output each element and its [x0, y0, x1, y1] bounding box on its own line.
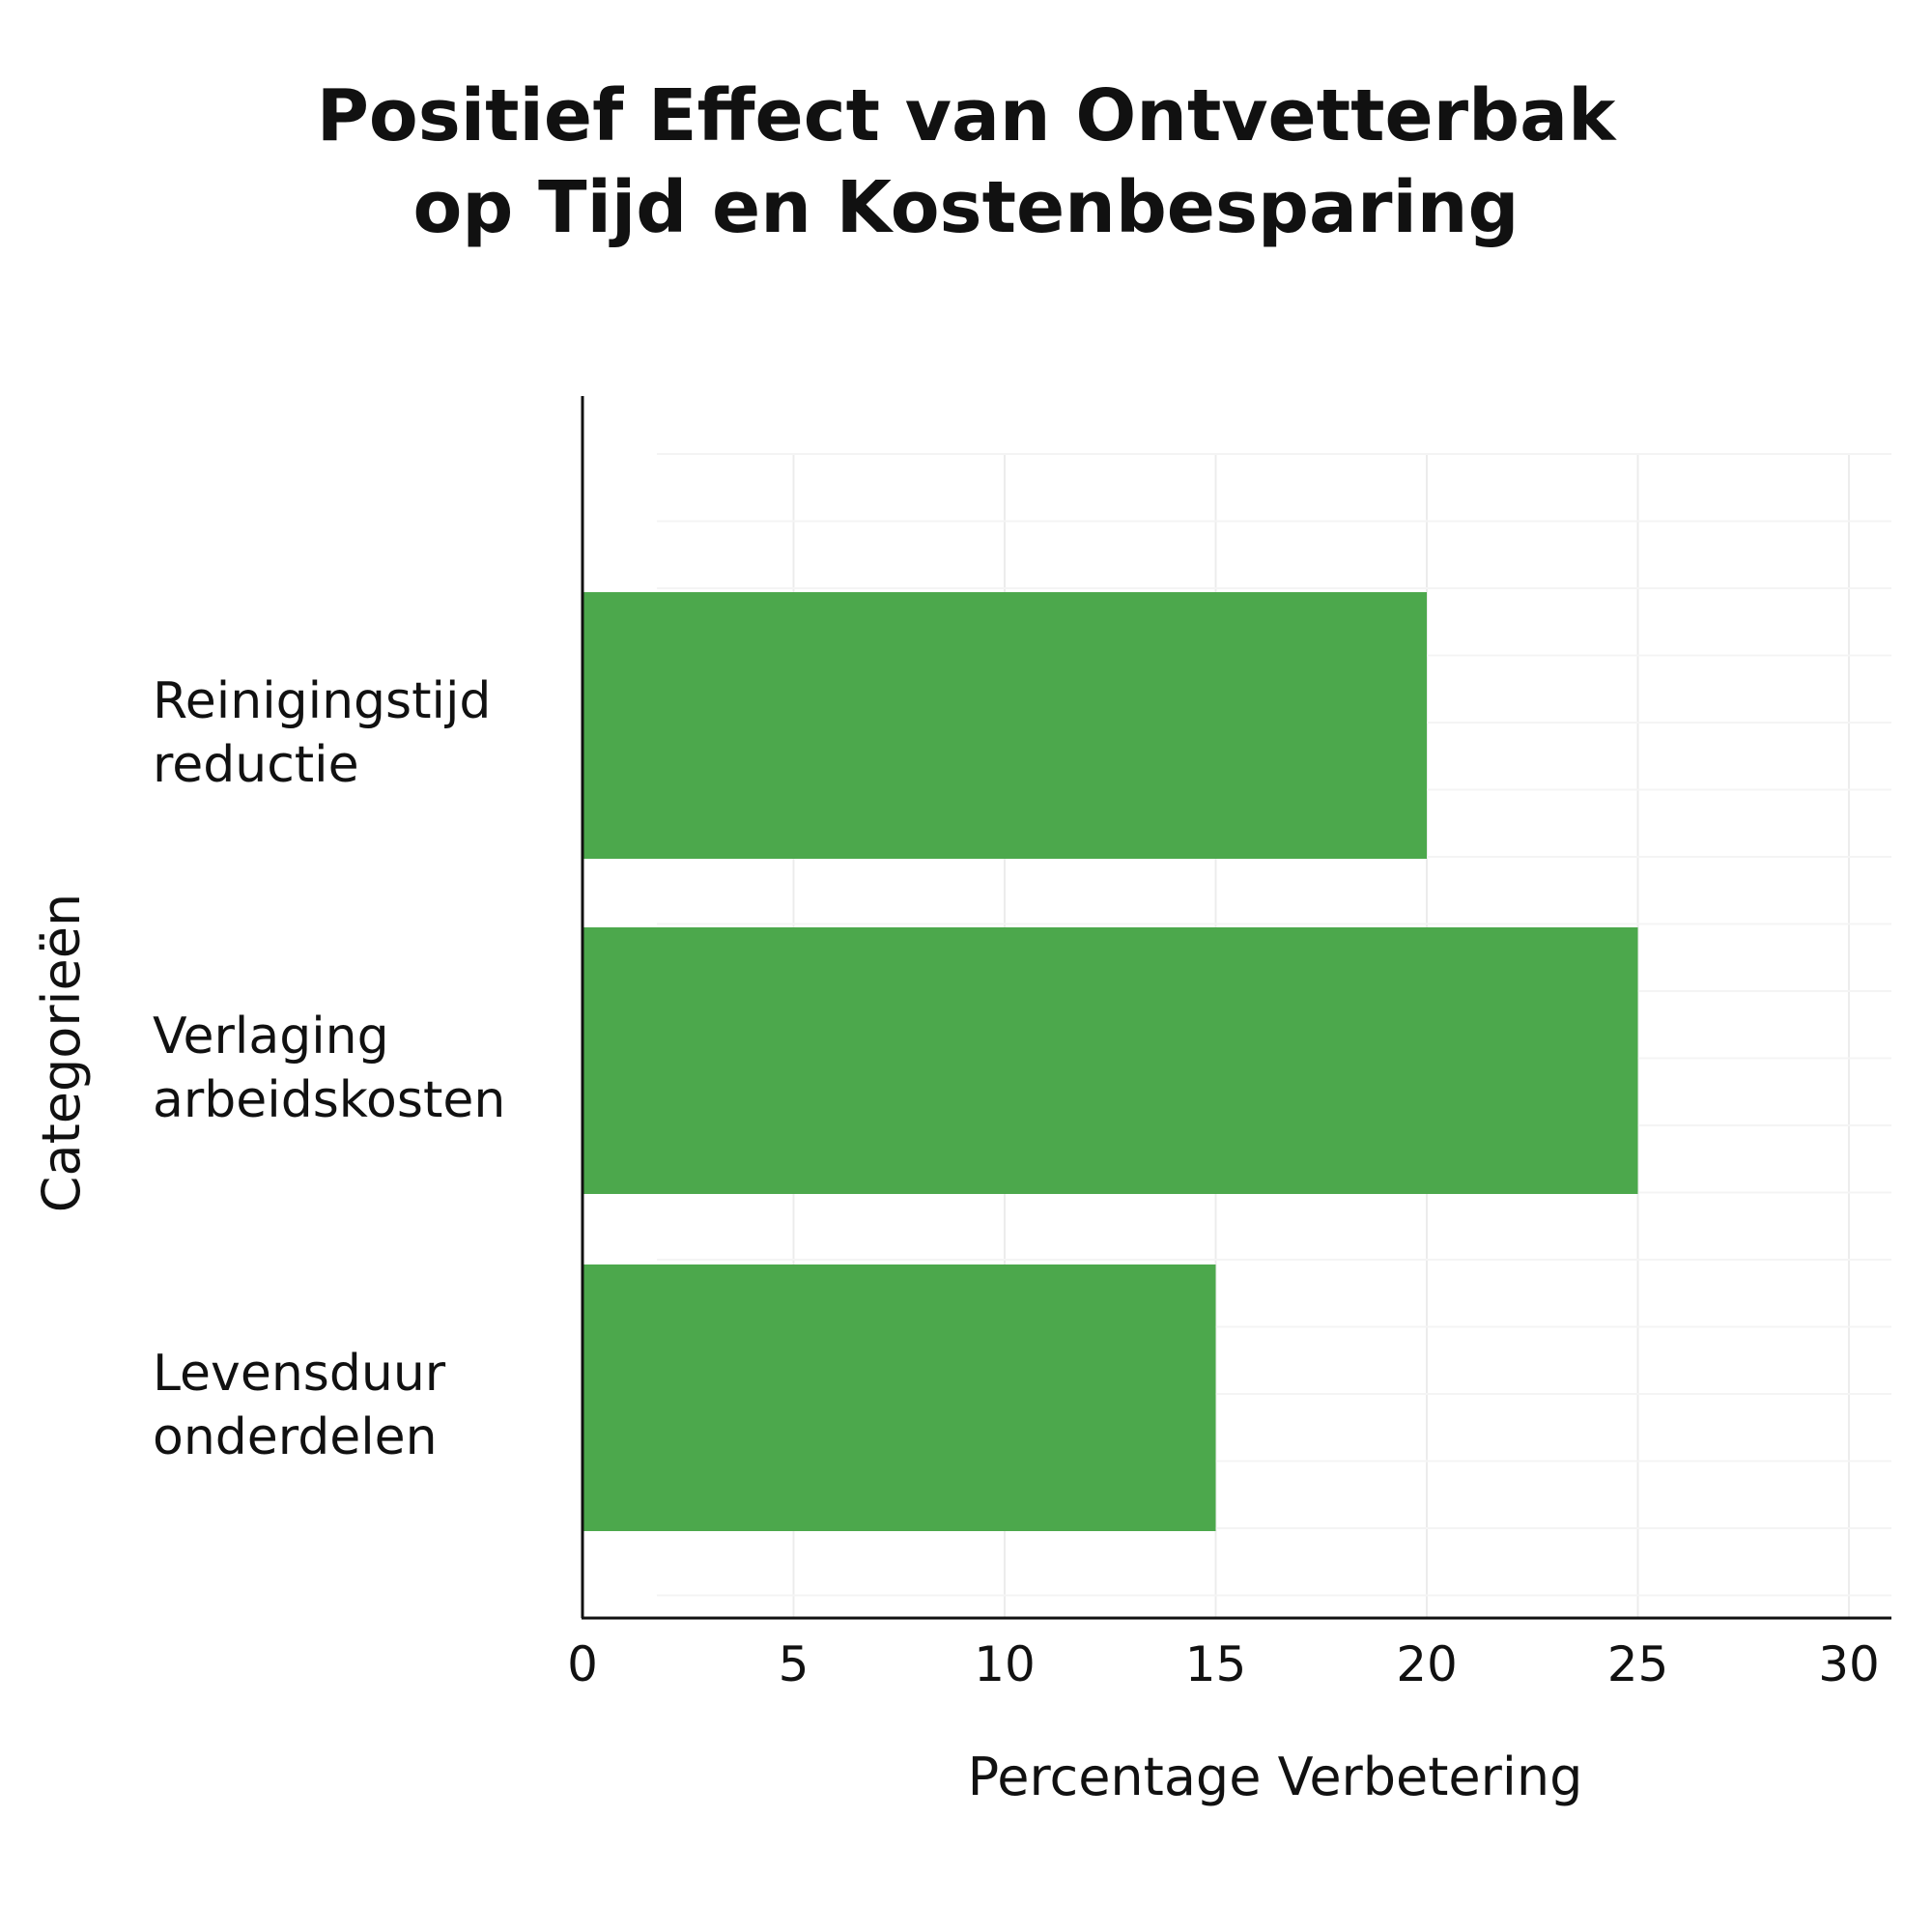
- category-label: Levensduur: [153, 1345, 446, 1403]
- category-label: Verlaging: [153, 1008, 389, 1065]
- category-label: arbeidskosten: [153, 1071, 505, 1129]
- category-labels: Reinigingstijd reductie Verlaging arbeidsko…: [153, 672, 505, 1466]
- chart-title-line-1: Positief Effect van Ontvetterbak: [317, 74, 1617, 157]
- bar-0: [582, 592, 1427, 859]
- x-tick-label: 15: [1185, 1636, 1247, 1692]
- bar-2: [582, 1264, 1216, 1531]
- y-axis-label: Categorieën: [31, 894, 92, 1212]
- bar-1: [582, 927, 1638, 1194]
- x-axis-label: Percentage Verbetering: [968, 1747, 1583, 1807]
- category-label: onderdelen: [153, 1408, 438, 1466]
- x-tick-label: 5: [779, 1636, 810, 1692]
- x-tick-label: 30: [1818, 1636, 1880, 1692]
- x-tick-label: 0: [567, 1636, 598, 1692]
- x-tick-label: 20: [1396, 1636, 1458, 1692]
- category-label: reductie: [153, 736, 359, 794]
- x-tick-label: 25: [1607, 1636, 1669, 1692]
- x-tick-label: 10: [974, 1636, 1036, 1692]
- x-tick-labels: 0 5 10 15 20 25 30: [567, 1636, 1880, 1692]
- chart-title-line-2: op Tijd en Kostenbesparing: [413, 166, 1520, 249]
- bars: [582, 592, 1638, 1531]
- category-label: Reinigingstijd: [153, 672, 491, 730]
